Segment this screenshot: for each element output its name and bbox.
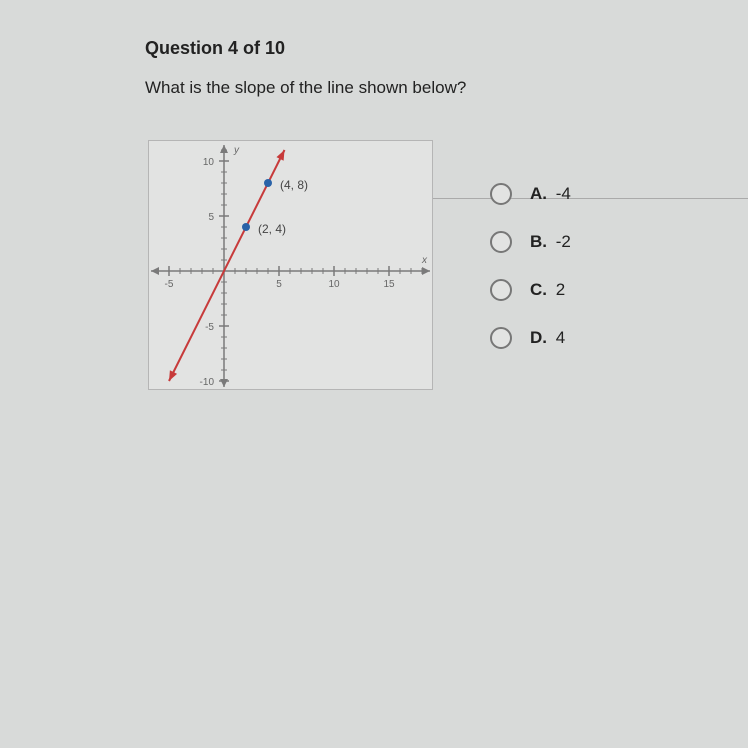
svg-text:x: x xyxy=(421,255,428,266)
answer-letter: D. xyxy=(530,328,547,347)
svg-text:-5: -5 xyxy=(165,279,174,290)
answer-option-c[interactable]: C. 2 xyxy=(490,266,690,314)
answer-label: B. -2 xyxy=(530,232,571,252)
answer-value: 4 xyxy=(556,328,565,347)
svg-text:5: 5 xyxy=(208,212,214,223)
answer-value: 2 xyxy=(556,280,565,299)
answer-option-b[interactable]: B. -2 xyxy=(490,218,690,266)
svg-text:(2, 4): (2, 4) xyxy=(258,222,286,236)
question-header: Question 4 of 10 xyxy=(145,38,285,59)
svg-text:15: 15 xyxy=(383,279,395,290)
radio-icon[interactable] xyxy=(490,183,512,205)
answer-option-d[interactable]: D. 4 xyxy=(490,314,690,362)
answer-value: -4 xyxy=(556,184,571,203)
svg-text:y: y xyxy=(233,145,240,156)
graph-container: -5 5 10 15 -10 -5 5 10 y x (2, 4) (4, 8) xyxy=(148,140,433,390)
answer-label: C. 2 xyxy=(530,280,565,300)
answer-label: A. -4 xyxy=(530,184,571,204)
svg-text:-5: -5 xyxy=(205,322,214,333)
svg-text:10: 10 xyxy=(328,279,340,290)
answer-letter: A. xyxy=(530,184,547,203)
answer-letter: C. xyxy=(530,280,547,299)
question-text: What is the slope of the line shown belo… xyxy=(145,78,466,98)
svg-text:-10: -10 xyxy=(200,377,215,388)
graph-svg: -5 5 10 15 -10 -5 5 10 y x (2, 4) (4, 8) xyxy=(149,141,434,391)
svg-text:(4, 8): (4, 8) xyxy=(280,178,308,192)
radio-icon[interactable] xyxy=(490,327,512,349)
answer-value: -2 xyxy=(556,232,571,251)
radio-icon[interactable] xyxy=(490,279,512,301)
svg-text:10: 10 xyxy=(203,157,215,168)
radio-icon[interactable] xyxy=(490,231,512,253)
answer-letter: B. xyxy=(530,232,547,251)
answer-option-a[interactable]: A. -4 xyxy=(490,170,690,218)
answer-list: A. -4 B. -2 C. 2 D. 4 xyxy=(490,170,690,362)
answer-label: D. 4 xyxy=(530,328,565,348)
svg-text:5: 5 xyxy=(276,279,282,290)
